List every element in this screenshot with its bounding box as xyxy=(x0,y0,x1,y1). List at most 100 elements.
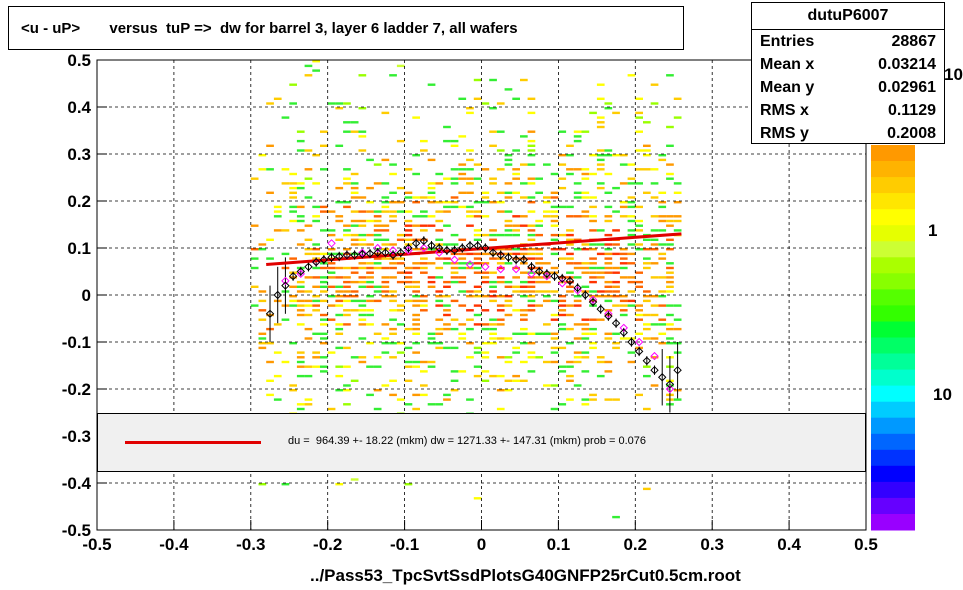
heat-cell xyxy=(489,144,497,147)
heat-cell xyxy=(673,318,682,321)
heat-cell xyxy=(520,295,528,298)
heat-cell xyxy=(473,285,482,288)
stats-value: 28867 xyxy=(891,33,937,50)
heat-cell xyxy=(619,309,628,312)
heat-cell xyxy=(673,97,682,100)
heat-cell xyxy=(343,295,351,298)
heat-cell xyxy=(496,248,505,251)
heat-cell xyxy=(266,393,274,397)
heat-cell xyxy=(566,285,574,288)
heat-cell xyxy=(481,215,490,218)
x-tick-label: 0.5 xyxy=(854,535,878,554)
heat-cell xyxy=(596,158,605,162)
black-profile-point xyxy=(534,267,544,276)
heat-cell xyxy=(296,149,305,152)
pink-profile-point xyxy=(619,323,628,333)
x-tick-label: 0.3 xyxy=(700,535,724,554)
heat-cell xyxy=(435,238,444,241)
heat-cell xyxy=(573,262,582,265)
heat-cell xyxy=(373,389,382,392)
heat-cell xyxy=(635,318,643,321)
heat-cell xyxy=(420,262,428,265)
heat-cell xyxy=(412,262,420,265)
heat-cell xyxy=(673,215,682,218)
heat-cell xyxy=(304,196,313,199)
color-bar-segment xyxy=(871,449,915,467)
heat-cell xyxy=(420,224,428,227)
heat-cell xyxy=(612,243,620,246)
heat-cell xyxy=(266,102,274,105)
heat-cell xyxy=(596,182,605,185)
heat-cell xyxy=(381,158,390,162)
heat-cell xyxy=(550,332,559,335)
heat-cell xyxy=(358,233,367,237)
heat-cell xyxy=(635,116,643,119)
heat-cell xyxy=(520,182,528,185)
heat-cell xyxy=(650,262,659,265)
heat-cell xyxy=(504,379,513,382)
heat-cell xyxy=(396,351,405,354)
heat-cell xyxy=(481,196,490,199)
heat-cell xyxy=(335,276,344,279)
heat-cell xyxy=(527,201,536,204)
pink-profile-point xyxy=(388,246,398,255)
heat-cell xyxy=(489,337,497,340)
heat-cell xyxy=(296,365,305,368)
heat-cell xyxy=(658,215,667,218)
stats-row: RMS x 0.1129 xyxy=(752,99,944,122)
heat-cell xyxy=(496,337,505,340)
heat-cell xyxy=(558,233,567,237)
heat-cell xyxy=(289,257,297,260)
y-tick-label: -0.5 xyxy=(62,521,91,540)
heat-cell xyxy=(504,248,513,251)
heat-cell xyxy=(389,332,397,335)
heat-cell xyxy=(358,337,367,340)
heat-cell xyxy=(296,403,305,406)
heat-cell xyxy=(504,389,513,392)
heat-cell xyxy=(450,177,459,180)
heat-cell xyxy=(412,342,420,345)
heat-cell xyxy=(289,299,297,303)
heat-cell xyxy=(527,224,536,227)
heat-cell xyxy=(635,313,643,317)
heat-cell xyxy=(296,351,305,354)
heat-cell xyxy=(589,205,597,209)
heat-cell xyxy=(520,309,528,312)
heat-cell xyxy=(596,186,605,190)
heat-cell xyxy=(389,318,397,321)
heat-cell xyxy=(573,196,582,199)
heat-cell xyxy=(466,205,474,209)
heat-cell xyxy=(366,309,374,312)
heat-cell xyxy=(466,356,474,359)
heat-cell xyxy=(496,295,505,298)
black-profile-point xyxy=(273,290,282,300)
heat-cell xyxy=(573,238,582,241)
stats-value: 0.03214 xyxy=(878,56,936,73)
heat-cell xyxy=(296,299,305,303)
heat-cell xyxy=(496,201,505,204)
heat-cell xyxy=(381,224,390,227)
heat-cell xyxy=(512,332,520,335)
heat-cell xyxy=(619,215,628,218)
heat-cell xyxy=(412,332,420,335)
heat-cell xyxy=(635,111,643,115)
heat-cell xyxy=(335,107,344,110)
heat-cell xyxy=(489,332,497,335)
heat-cell xyxy=(596,290,605,293)
heat-cell xyxy=(404,483,413,486)
heat-cell xyxy=(604,398,613,401)
heat-cell xyxy=(366,323,374,326)
black-profile-point xyxy=(296,267,305,276)
legend-box: du = 964.39 +- 18.22 (mkm) dw = 1271.33 … xyxy=(97,413,866,472)
heat-cell xyxy=(296,215,305,218)
heat-cell xyxy=(327,318,336,321)
heat-cell xyxy=(320,266,328,270)
heat-cell xyxy=(289,304,297,307)
heat-cell xyxy=(673,201,682,204)
heat-cell xyxy=(304,299,313,303)
heat-cell xyxy=(358,266,367,270)
heat-cell xyxy=(535,262,543,265)
heat-cell xyxy=(435,182,444,185)
heat-cell xyxy=(296,229,305,232)
heat-cell xyxy=(381,266,390,270)
